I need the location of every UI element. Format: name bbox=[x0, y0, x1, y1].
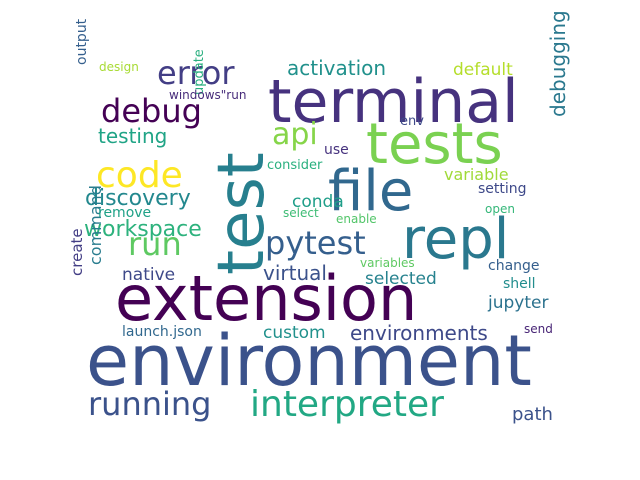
word-send: send bbox=[524, 322, 553, 336]
word-update: update bbox=[192, 49, 207, 95]
word-file: file bbox=[328, 159, 413, 224]
word-terminal: terminal bbox=[268, 67, 519, 137]
word-env: env bbox=[400, 114, 424, 129]
word-workspace: workspace bbox=[84, 217, 202, 242]
word-select: select bbox=[283, 206, 319, 220]
word-environment: environment bbox=[86, 320, 532, 402]
word-shell: shell bbox=[503, 276, 536, 292]
word-environments: environments bbox=[350, 321, 488, 345]
word-error: error bbox=[157, 54, 235, 92]
word-repl: repl bbox=[402, 207, 509, 272]
word-selected: selected bbox=[365, 269, 437, 289]
word-default: default bbox=[453, 60, 513, 80]
word-interpreter: interpreter bbox=[250, 384, 444, 425]
word-change: change bbox=[488, 258, 540, 274]
word-test: test bbox=[205, 152, 279, 275]
word-run: run bbox=[128, 225, 182, 263]
word-custom: custom bbox=[263, 323, 326, 343]
word-path: path bbox=[512, 404, 553, 425]
word-discovery: discovery bbox=[85, 186, 191, 211]
word-variable: variable bbox=[444, 165, 509, 184]
word-launch-json: launch.json bbox=[122, 324, 202, 340]
word-design: design bbox=[99, 60, 139, 74]
word-enable: enable bbox=[336, 212, 377, 226]
word-command: command bbox=[86, 185, 105, 265]
word-variables: variables bbox=[360, 256, 415, 270]
word-consider: consider bbox=[267, 158, 323, 173]
word-testing: testing bbox=[98, 124, 167, 148]
word-tests: tests bbox=[366, 112, 503, 177]
word-debug: debug bbox=[101, 92, 202, 130]
word-jupyter: jupyter bbox=[487, 293, 548, 313]
word-activation: activation bbox=[287, 56, 386, 80]
word-running: running bbox=[88, 385, 211, 423]
word-virtual: virtual bbox=[263, 261, 327, 285]
word-open: open bbox=[485, 202, 515, 216]
word-create: create bbox=[68, 228, 86, 276]
word-debugging: debugging bbox=[546, 10, 570, 117]
word-extension: extension bbox=[115, 262, 417, 335]
word-pytest: pytest bbox=[265, 224, 366, 262]
word-api: api bbox=[272, 117, 318, 152]
word-conda: conda bbox=[292, 192, 344, 212]
word-setting: setting bbox=[478, 181, 527, 197]
word-windows-run: windows"run bbox=[169, 88, 246, 102]
word-remove: remove bbox=[98, 205, 151, 221]
word-code: code bbox=[96, 155, 183, 196]
word-output: output bbox=[74, 18, 90, 65]
word-use: use bbox=[324, 142, 349, 158]
word-native: native bbox=[122, 265, 175, 285]
